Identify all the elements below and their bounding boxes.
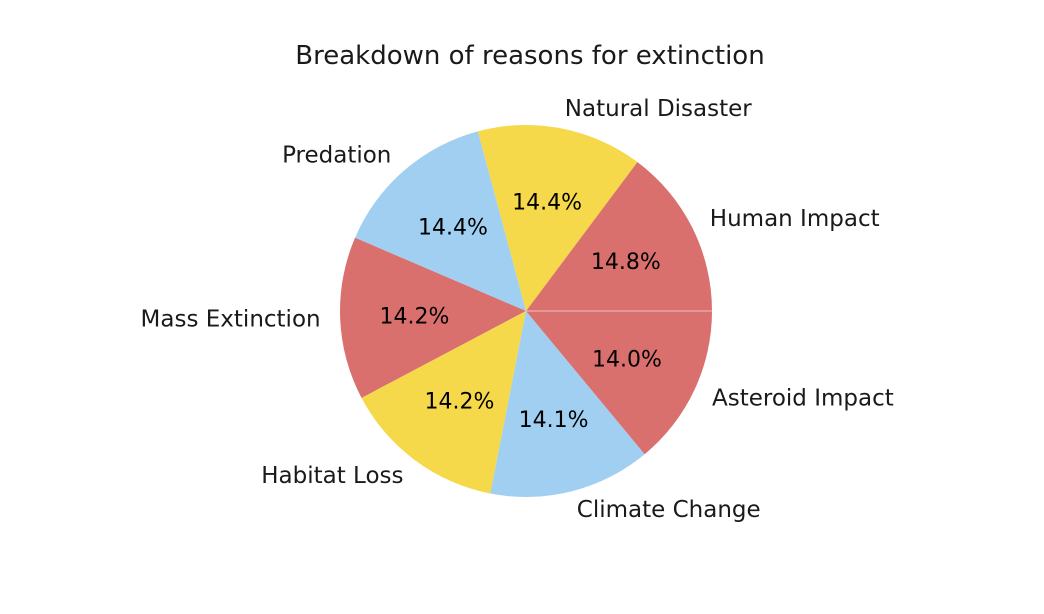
slice-label-human-impact: Human Impact (710, 206, 880, 232)
slice-label-mass-extinction: Mass Extinction (141, 306, 321, 332)
slice-percent-habitat-loss: 14.2% (425, 390, 495, 415)
slice-percent-mass-extinction: 14.2% (380, 305, 450, 330)
chart-title: Breakdown of reasons for extinction (295, 41, 764, 71)
slice-percent-human-impact: 14.8% (591, 250, 661, 275)
slice-percent-climate-change: 14.1% (519, 408, 589, 433)
pie-slices (340, 124, 712, 498)
pie-slice-predation (355, 131, 526, 311)
slice-percent-predation: 14.4% (418, 216, 488, 241)
pie-labels: Human Impact 14.8% Natural Disaster 14.4% Pr… (141, 96, 894, 523)
pie-slice-habitat-loss (361, 311, 526, 494)
pie-slice-asteroid-impact (526, 311, 712, 455)
slice-label-climate-change: Climate Change (577, 497, 761, 523)
slice-label-habitat-loss: Habitat Loss (261, 463, 403, 489)
pie-slice-climate-change (490, 311, 645, 498)
slice-percent-natural-disaster: 14.4% (512, 190, 582, 215)
slice-percent-asteroid-impact: 14.0% (592, 348, 662, 373)
pie-slice-human-impact (526, 162, 712, 311)
pie-slice-mass-extinction (340, 237, 526, 398)
pie-slice-natural-disaster (477, 124, 638, 311)
slice-label-asteroid-impact: Asteroid Impact (712, 385, 894, 411)
slice-label-predation: Predation (282, 143, 391, 169)
slice-label-natural-disaster: Natural Disaster (565, 96, 752, 122)
